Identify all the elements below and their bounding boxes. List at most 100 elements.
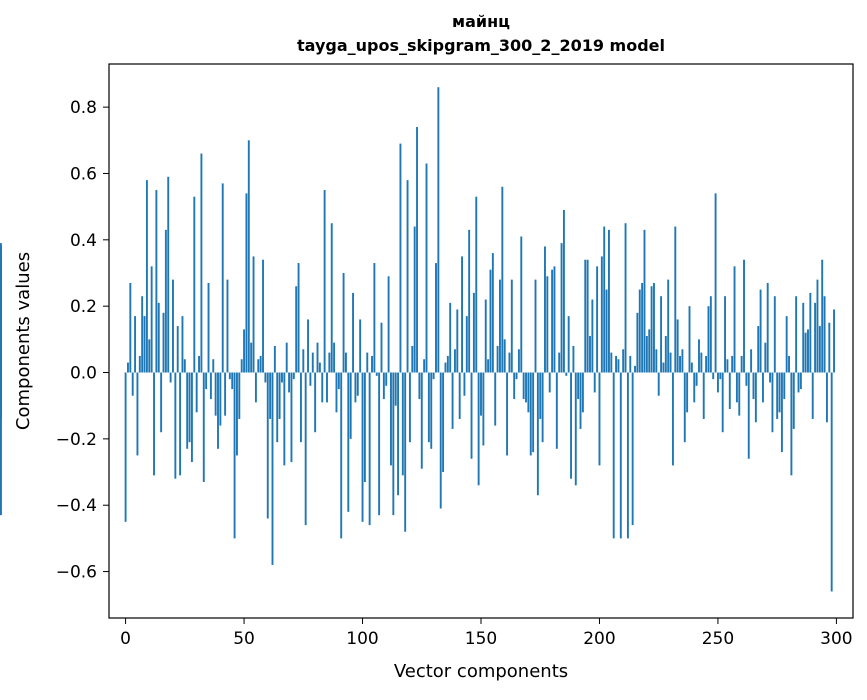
bar-233: [676, 319, 679, 373]
bar-6: [138, 355, 141, 373]
bar-259: [738, 372, 741, 416]
bar-147: [472, 292, 475, 373]
bar-26: [186, 372, 189, 449]
bar-251: [719, 372, 722, 380]
x-axis-ticks: 0 50 100 150 200 250 300: [120, 618, 853, 649]
bar-134: [442, 372, 445, 473]
bar-32: [200, 153, 203, 373]
bar-188: [570, 372, 572, 479]
bar-202: [603, 226, 606, 373]
bar-137: [449, 302, 452, 373]
bar-231: [671, 372, 674, 466]
bar-138: [451, 372, 454, 429]
bar-294: [821, 259, 824, 373]
bar-120: [408, 372, 411, 443]
bar-223: [653, 282, 655, 373]
bar-219: [643, 229, 646, 373]
bar-31: [198, 355, 200, 373]
bar-55: [254, 372, 257, 403]
bar-161: [506, 372, 509, 456]
bar-85: [326, 372, 328, 403]
bar-257: [733, 266, 736, 373]
bar-142: [461, 256, 463, 373]
bar-118: [404, 372, 407, 532]
bar-176: [541, 372, 544, 443]
bar-27: [188, 372, 191, 443]
bar-171: [529, 372, 532, 456]
bar-131: [435, 263, 437, 373]
bar-155: [491, 253, 494, 373]
bar-172: [532, 372, 535, 453]
bar-226: [660, 296, 663, 373]
bar-297: [828, 322, 831, 373]
bar-269: [762, 372, 764, 403]
bar-58: [262, 259, 264, 373]
bar-291: [814, 302, 817, 373]
bar-122: [413, 226, 416, 373]
bar-79: [311, 352, 314, 373]
bar-44: [228, 372, 231, 380]
bar-241: [695, 372, 698, 386]
bar-156: [494, 372, 497, 426]
x-tick-label: 0: [120, 629, 131, 649]
bar-42: [224, 372, 227, 416]
bar-97: [354, 372, 357, 403]
y-axis-ticks: −0.6 −0.4 −0.2 0.0 0.2 0.4 0.6 0.8: [56, 98, 109, 583]
bar-194: [584, 259, 587, 373]
bar-268: [759, 289, 762, 373]
bar-248: [712, 372, 715, 380]
bar-63: [273, 345, 276, 373]
bar-236: [683, 372, 686, 443]
bar-8: [143, 316, 146, 373]
bar-107: [378, 372, 381, 516]
bar-166: [517, 349, 520, 373]
bar-250: [716, 372, 719, 393]
bar-56: [257, 359, 260, 373]
bar-133: [439, 372, 442, 509]
bar-164: [513, 372, 516, 400]
bar-299: [833, 309, 835, 373]
bar-60: [266, 372, 269, 519]
bar-192: [579, 372, 582, 429]
bar-197: [591, 299, 594, 373]
bar-163: [510, 279, 513, 373]
bar-undefined: [0, 372, 2, 419]
bar-182: [555, 372, 558, 449]
bar-52: [247, 140, 250, 373]
bar-84: [323, 190, 326, 373]
bar-62: [271, 372, 274, 565]
bar-249: [714, 193, 717, 373]
bar-48: [238, 372, 241, 419]
bar-185: [562, 209, 565, 373]
bar-139: [453, 349, 456, 373]
bar-221: [648, 329, 651, 373]
bar-258: [735, 372, 738, 403]
bar-47: [236, 372, 238, 456]
bar-33: [202, 372, 205, 482]
bar-254: [726, 359, 729, 373]
bar-174: [536, 372, 539, 496]
y-tick-label: 0.2: [70, 297, 97, 317]
bar-153: [487, 359, 490, 373]
bar-276: [778, 372, 781, 413]
bar-204: [608, 229, 610, 373]
bar-277: [780, 372, 783, 453]
bar-23: [179, 372, 182, 476]
bar-21: [174, 372, 177, 479]
y-tick-label: −0.4: [56, 496, 97, 516]
bar-224: [655, 349, 658, 373]
y-tick-label: 0.6: [70, 164, 97, 184]
bar-230: [669, 352, 672, 373]
bar-149: [477, 372, 480, 486]
bar-82: [318, 362, 321, 373]
bar-264: [750, 349, 753, 373]
bar-210: [622, 349, 625, 373]
bar-193: [581, 372, 584, 413]
bar-98: [356, 372, 359, 396]
bar-71: [292, 372, 295, 380]
bar-203: [605, 289, 608, 373]
bar-186: [565, 372, 568, 376]
bar-289: [809, 292, 812, 373]
bar-270: [764, 342, 767, 373]
